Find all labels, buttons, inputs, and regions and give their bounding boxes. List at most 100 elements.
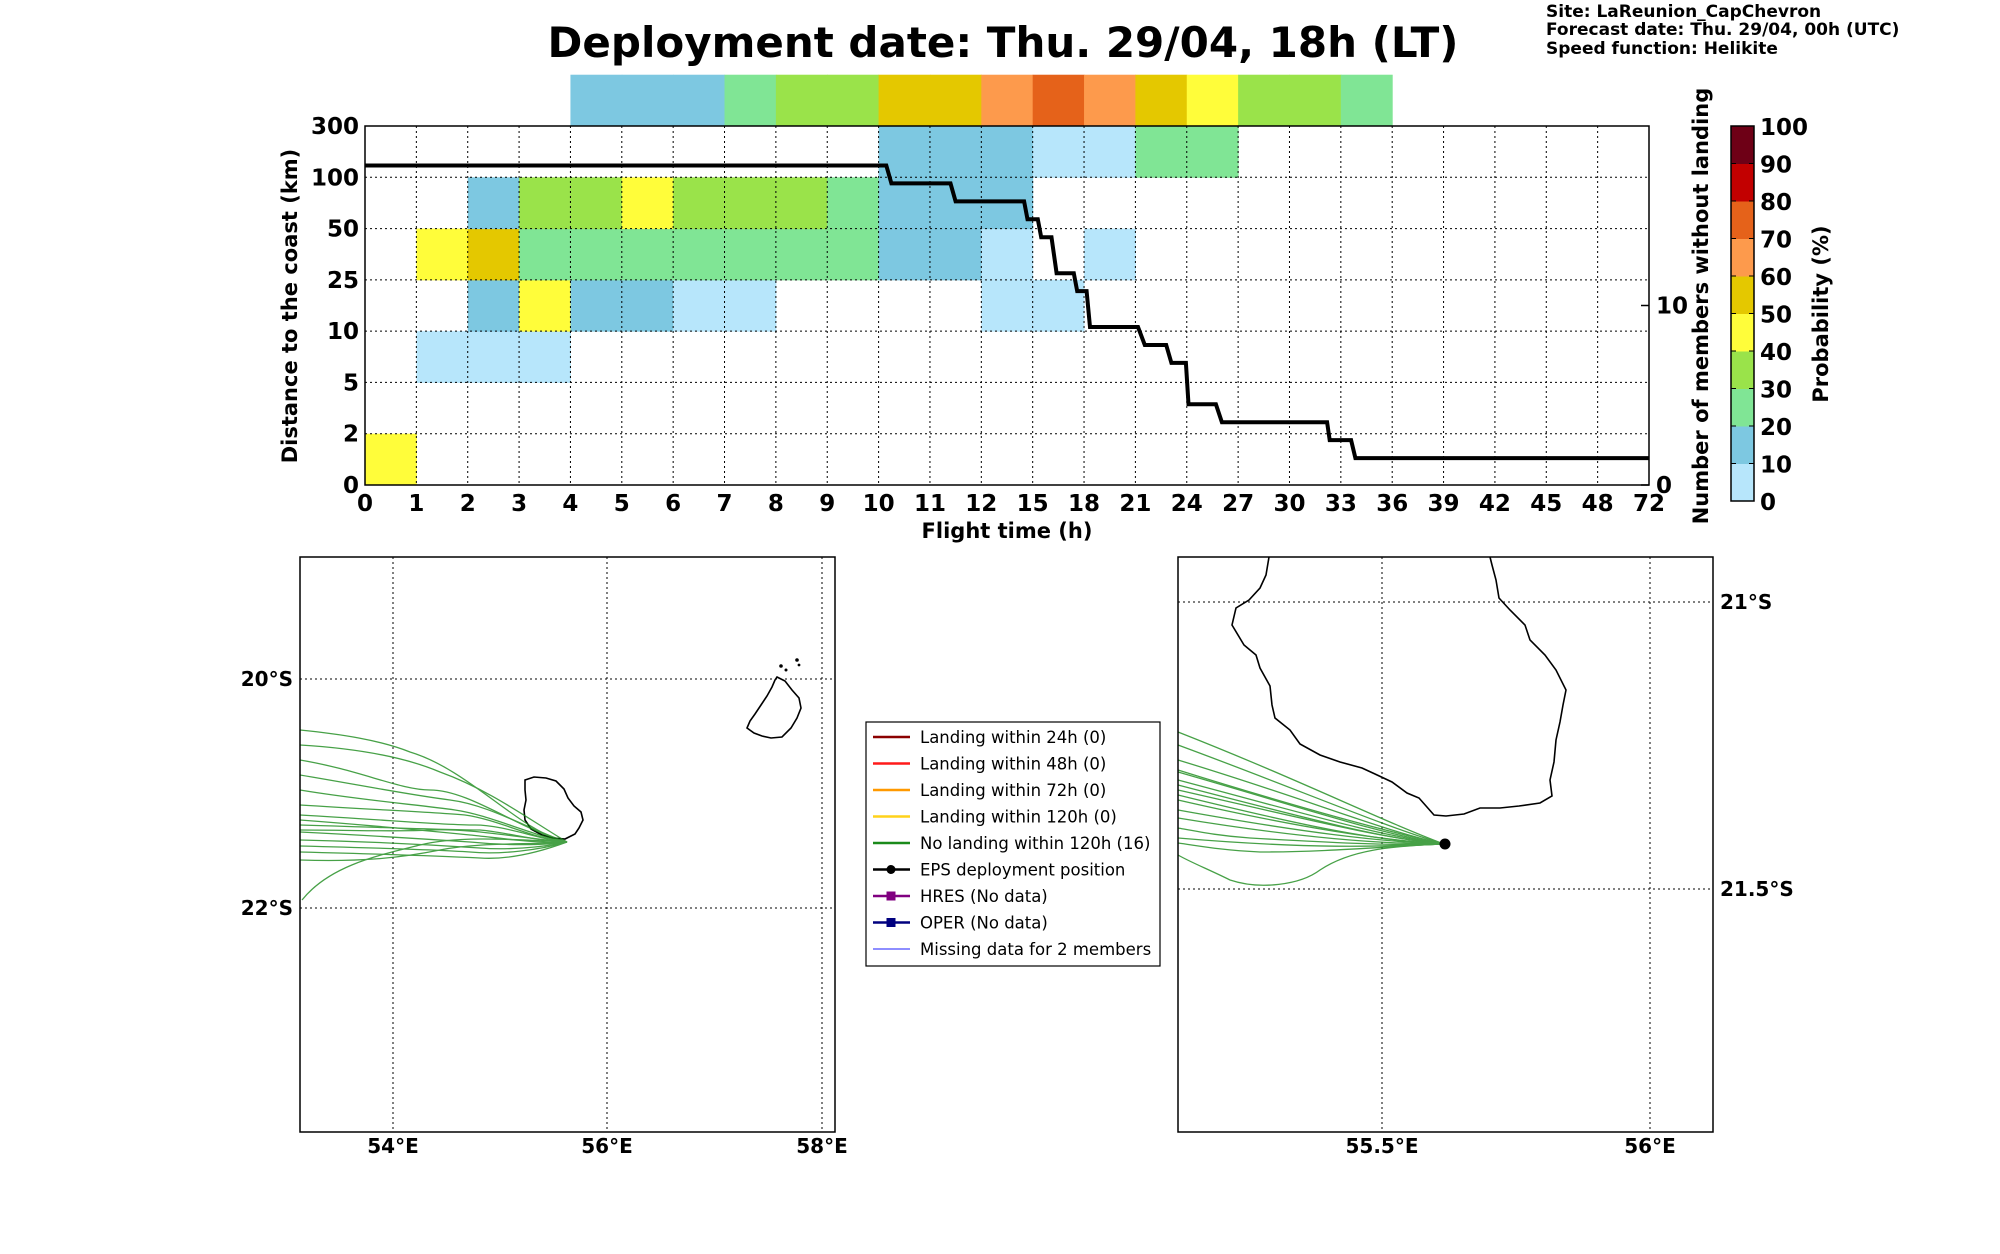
legend-marker: [886, 918, 896, 927]
heatmap-cell: [1135, 74, 1188, 127]
zoom-trajectory-map: 55.5°E 56°E 21°S 21.5°S: [1177, 556, 1794, 1158]
heatmap-cell: [724, 177, 777, 230]
trajectory: [299, 839, 568, 850]
legend-label: Missing data for 2 members: [920, 940, 1151, 959]
heatmap-cell: [519, 177, 571, 230]
trajectory: [1177, 827, 1445, 846]
legend-label: HRES (No data): [920, 887, 1048, 906]
deployment-position-marker: [1439, 838, 1451, 850]
reunion-coastline: [523, 776, 584, 840]
figure-title: Deployment date: Thu. 29/04, 18h (LT): [548, 18, 1459, 67]
heatmap-cell: [416, 331, 469, 383]
trajectory: [299, 831, 568, 846]
heatmap-cell: [1238, 74, 1290, 127]
y-tick-label: 50: [327, 217, 359, 243]
map1-xtick: 58°E: [796, 1134, 848, 1158]
heatmap-cell: [416, 228, 469, 281]
heatmap-cell: [981, 126, 1034, 178]
x-tick-label: 1: [408, 491, 424, 517]
trajectory: [299, 759, 568, 843]
heatmap-cell: [621, 279, 674, 332]
heatmap-cell: [878, 228, 931, 281]
colorbar-segment: [1731, 463, 1754, 502]
trajectory: [299, 804, 568, 843]
heatmap-cell: [1340, 74, 1393, 127]
trajectory: [299, 744, 568, 843]
heatmap-cell: [467, 279, 520, 332]
trajectory-lines: [299, 729, 568, 901]
probability-colorbar: 0 10 20 30 40 50 60 70 80 90 100 Probability (%): [1730, 115, 1833, 516]
trajectory: [1177, 771, 1445, 845]
island-dot: [784, 668, 788, 672]
colorbar-tick-label: 10: [1760, 453, 1792, 479]
heatmap-cell: [1084, 228, 1136, 281]
reunion-coastline: [1231, 556, 1567, 817]
heatmap-cell: [570, 279, 623, 332]
heatmap-cell: [981, 279, 1034, 332]
x-tick-label: 36: [1376, 491, 1408, 517]
colorbar-segment: [1731, 351, 1754, 389]
colorbar-tick-label: 20: [1760, 415, 1792, 441]
x-tick-label: 0: [357, 491, 373, 517]
legend-label: No landing within 120h (16): [920, 834, 1150, 853]
heatmap-cell: [365, 433, 417, 486]
colorbar-tick-label: 0: [1760, 490, 1776, 516]
forecast-label: Forecast date: Thu. 29/04, 00h (UTC): [1546, 20, 1899, 40]
x-tick-label: 12: [965, 491, 997, 517]
heatmap-cell: [1289, 74, 1342, 127]
trajectory: [301, 838, 568, 901]
heatmap-cell: [467, 228, 520, 281]
colorbar-segment: [1731, 388, 1754, 427]
heatmap-cell: [467, 331, 520, 383]
x-tick-label: 45: [1530, 491, 1562, 517]
legend-label: Landing within 72h (0): [920, 781, 1106, 800]
trajectory: [299, 841, 568, 854]
heatmap-cell: [929, 126, 982, 178]
x-tick-label: 42: [1479, 491, 1511, 517]
heatmap-cell: [673, 228, 726, 281]
map2-xtick: 55.5°E: [1345, 1134, 1418, 1158]
trajectory: [299, 841, 568, 859]
x-tick-label: 10: [863, 491, 895, 517]
heatmap-cell: [1032, 74, 1085, 127]
colorbar-tick-label: 70: [1760, 228, 1792, 254]
heatmap-cell: [570, 177, 623, 230]
colorbar-segment: [1731, 126, 1754, 164]
legend-label: Landing within 24h (0): [920, 728, 1106, 747]
map2-xtick: 56°E: [1624, 1134, 1676, 1158]
trajectory: [1177, 794, 1445, 845]
trajectory: [299, 789, 568, 843]
x-tick-label: 72: [1633, 491, 1665, 517]
heatmap-cell: [878, 74, 931, 127]
trajectory: [1177, 779, 1445, 845]
colorbar-segment: [1731, 238, 1754, 277]
legend-label: Landing within 48h (0): [920, 755, 1106, 774]
map1-xtick: 56°E: [581, 1134, 633, 1158]
colorbar-tick-label: 100: [1760, 115, 1808, 141]
y2-axis-label: Number of members without landing: [1689, 88, 1713, 525]
heatmap-cell: [724, 74, 777, 127]
heatmap-cell: [878, 177, 931, 230]
trajectory: [299, 841, 568, 862]
heatmap-cell: [673, 279, 726, 332]
heatmap-cell: [621, 74, 674, 127]
colorbar-segment: [1731, 426, 1754, 464]
heatmap-cell: [827, 177, 880, 230]
y-tick-label: 300: [311, 114, 359, 140]
heatmap-cell: [929, 228, 982, 281]
heatmap-cell: [519, 331, 571, 383]
regional-trajectory-map: 54°E 56°E 58°E 20°S 22°S: [241, 556, 848, 1158]
colorbar-tick-label: 40: [1760, 340, 1792, 366]
y2-tick-label: 0: [1656, 473, 1672, 499]
heatmap-cell: [1135, 126, 1188, 178]
heatmap-cell: [775, 177, 828, 230]
colorbar-tick-label: 50: [1760, 303, 1792, 329]
heatmap-cell: [981, 74, 1034, 127]
heatmap-cell: [621, 228, 674, 281]
y-tick-label: 5: [343, 370, 359, 396]
y-tick-label: 100: [311, 165, 359, 191]
heatmap-cell: [1186, 74, 1239, 127]
colorbar-tick-label: 60: [1760, 265, 1792, 291]
mauritius-coastline: [746, 675, 802, 739]
x-tick-label: 39: [1428, 491, 1460, 517]
